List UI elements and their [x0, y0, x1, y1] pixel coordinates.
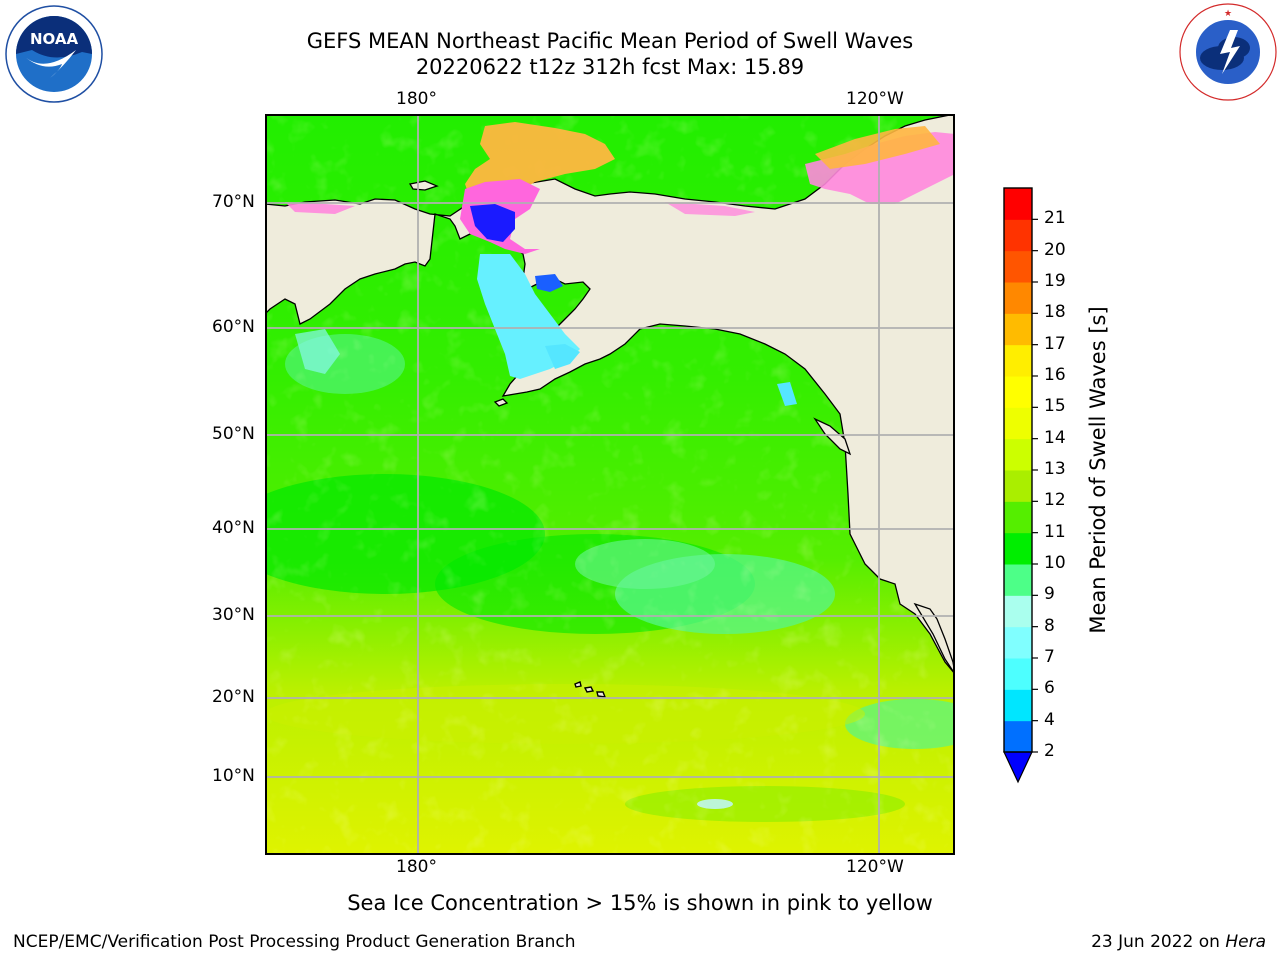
colorbar-tick-label: 13 — [1044, 459, 1066, 479]
lon-label-180-bottom: 180° — [396, 857, 437, 877]
footer-date: 23 Jun 2022 on Hera — [1091, 932, 1266, 952]
colorbar-tick-label: 14 — [1044, 427, 1066, 448]
sea-ice-caption: Sea Ice Concentration > 15% is shown in … — [347, 891, 933, 915]
footer-machine: Hera — [1225, 932, 1266, 952]
footer-date-text: 23 Jun 2022 on — [1091, 932, 1226, 952]
colorbar-tick-label: 21 — [1044, 208, 1066, 229]
colorbar-tick-label: 8 — [1044, 615, 1055, 636]
swell-period-map — [265, 114, 955, 855]
colorbar-tick-label: 16 — [1044, 365, 1066, 385]
title-line-1: GEFS MEAN Northeast Pacific Mean Period … — [306, 29, 914, 53]
colorbar-segment — [1004, 313, 1032, 346]
colorbar-segment — [1004, 219, 1032, 252]
colorbar-tick-label: 20 — [1044, 239, 1066, 260]
colorbar-tick-marks — [1032, 218, 1038, 753]
colorbar-segment — [1004, 720, 1032, 753]
colorbar-segment — [1004, 250, 1032, 283]
lat-label-60n: 60°N — [212, 317, 255, 337]
colorbar-segment — [1004, 689, 1032, 722]
colorbar-tick-label: 10 — [1044, 553, 1066, 573]
colorbar-segment — [1004, 470, 1032, 502]
colorbar — [1003, 187, 1038, 784]
colorbar-segments — [1004, 188, 1032, 753]
colorbar-tick-label: 18 — [1044, 302, 1066, 323]
colorbar-tick-label: 17 — [1044, 333, 1066, 354]
plot-title: GEFS MEAN Northeast Pacific Mean Period … — [0, 28, 1220, 80]
colorbar-tick-label: 6 — [1044, 678, 1055, 699]
colorbar-tick-label: 2 — [1044, 741, 1055, 761]
colorbar-segment — [1004, 376, 1032, 408]
noaa-logo-text: NOAA — [30, 30, 79, 48]
colorbar-segment — [1004, 501, 1032, 534]
svg-text:★: ★ — [1224, 9, 1232, 19]
colorbar-segment — [1004, 595, 1032, 628]
footer-branch: NCEP/EMC/Verification Post Processing Pr… — [13, 932, 576, 952]
title-line-2: 20220622 t12z 312h fcst Max: 15.89 — [415, 55, 805, 79]
colorbar-segment — [1004, 564, 1032, 596]
colorbar-tick-label: 19 — [1044, 271, 1066, 291]
lat-label-40n: 40°N — [212, 518, 255, 538]
colorbar-tick-label: 15 — [1044, 396, 1066, 417]
colorbar-tick-label: 9 — [1044, 584, 1055, 605]
colorbar-label: Mean Period of Swell Waves [s] — [1086, 306, 1110, 634]
colorbar-tick-label: 12 — [1044, 490, 1066, 511]
colorbar-segment — [1004, 407, 1032, 440]
lat-label-50n: 50°N — [212, 424, 255, 444]
lat-label-10n: 10°N — [212, 766, 255, 786]
colorbar-tick-label: 11 — [1044, 521, 1066, 542]
lon-label-180-top: 180° — [396, 89, 437, 109]
colorbar-segment — [1004, 658, 1032, 690]
map-frame — [265, 114, 955, 855]
nws-logo: ★ — [1178, 2, 1278, 102]
lon-label-120w-bottom: 120°W — [846, 857, 904, 877]
colorbar-under-triangle — [1003, 751, 1033, 784]
colorbar-segment — [1004, 344, 1032, 377]
lat-label-20n: 20°N — [212, 687, 255, 707]
lat-label-70n: 70°N — [212, 192, 255, 212]
colorbar-segment — [1004, 532, 1032, 565]
colorbar-segment — [1004, 282, 1032, 314]
colorbar-tick-label: 7 — [1044, 647, 1055, 667]
colorbar-segment — [1004, 626, 1032, 659]
noaa-logo: NOAA — [4, 4, 104, 104]
colorbar-segment — [1004, 188, 1032, 220]
sea-ice-region — [285, 122, 955, 406]
lon-label-120w-top: 120°W — [846, 89, 904, 109]
colorbar-tick-label: 4 — [1044, 709, 1055, 730]
colorbar-segment — [1004, 438, 1032, 471]
lat-label-30n: 30°N — [212, 605, 255, 625]
map-gridlines — [265, 114, 955, 855]
